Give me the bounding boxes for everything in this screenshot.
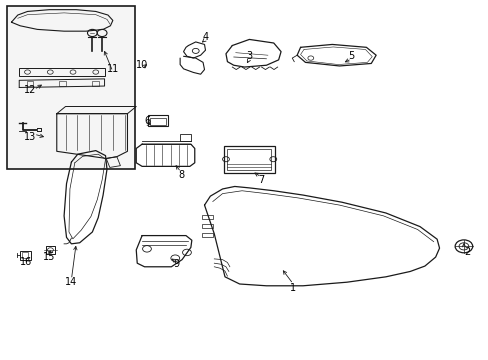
Bar (227, 149, 271, 170)
Text: 4: 4 (202, 32, 208, 41)
Text: 8: 8 (178, 170, 184, 180)
Bar (202, 233, 212, 237)
Bar (26, 81, 33, 86)
Text: 10: 10 (136, 60, 148, 70)
Bar (60, 81, 66, 86)
Text: 5: 5 (348, 51, 354, 61)
Text: 1: 1 (289, 283, 296, 293)
Bar (202, 215, 212, 220)
Text: 2: 2 (464, 247, 470, 257)
Text: 16: 16 (20, 257, 32, 267)
Bar (20, 251, 31, 260)
Text: 13: 13 (24, 132, 36, 142)
Text: 6: 6 (143, 116, 150, 126)
Text: 14: 14 (65, 277, 78, 287)
Text: 9: 9 (173, 259, 179, 269)
Bar (92, 81, 99, 86)
Bar (180, 134, 190, 140)
Bar (6, 6, 135, 169)
Text: 7: 7 (258, 175, 264, 185)
Text: 12: 12 (24, 85, 36, 95)
Bar (202, 224, 212, 228)
Bar (150, 118, 165, 125)
Text: 3: 3 (246, 51, 252, 61)
Bar (22, 252, 28, 258)
Bar (148, 116, 168, 126)
Text: 11: 11 (106, 64, 119, 74)
Text: 15: 15 (43, 252, 56, 262)
Bar (224, 146, 275, 173)
Bar (19, 68, 104, 76)
